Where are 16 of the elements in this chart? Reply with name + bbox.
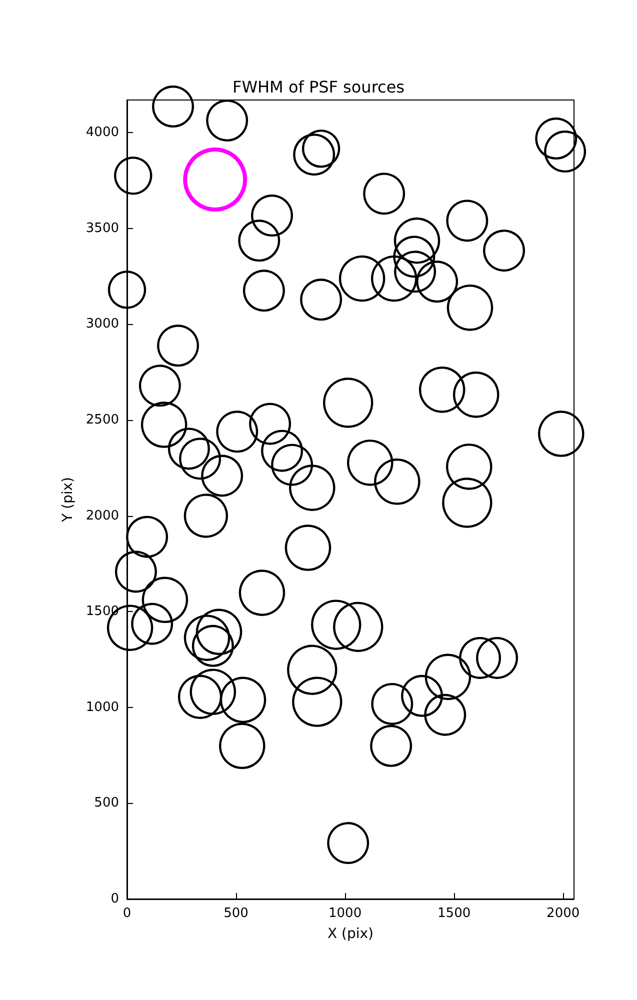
chart-title: FWHM of PSF sources (232, 78, 405, 96)
y-axis-title: Y (pix) (60, 477, 76, 523)
x-tick-label: 1500 (438, 906, 471, 921)
y-tick-label: 3500 (86, 220, 119, 236)
y-tick-label: 0 (110, 892, 119, 906)
y-tick-label: 3000 (86, 316, 119, 332)
x-tick-label: 0 (122, 906, 132, 921)
y-tick-label: 1000 (86, 700, 119, 715)
y-tick-label: 2000 (86, 508, 119, 524)
y-tick-label: 4000 (86, 125, 119, 140)
y-tick-label: 2500 (86, 412, 119, 428)
x-axis-title: X (pix) (327, 926, 374, 942)
x-tick-label: 1000 (328, 906, 362, 921)
x-tick-label: 500 (224, 906, 248, 921)
y-tick-label: 500 (94, 796, 119, 811)
x-tick-label: 2000 (546, 906, 580, 921)
